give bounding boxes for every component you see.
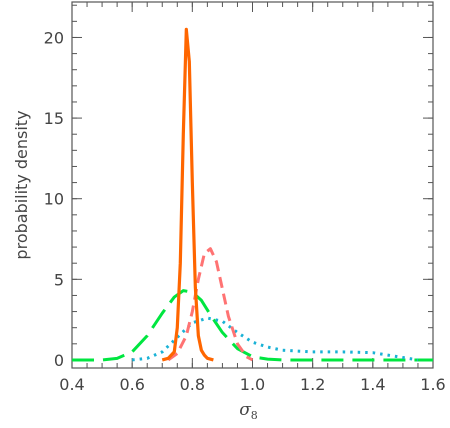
x-axis-title: σ8 <box>239 400 258 422</box>
series-curve-0 <box>72 289 433 362</box>
x-axis-title-symbol: σ <box>239 400 251 420</box>
series-curve-3 <box>161 27 214 362</box>
y-axis-title: probability density <box>12 110 31 259</box>
x-tick-label: 0.8 <box>180 375 205 394</box>
plot-frame <box>71 1 434 369</box>
y-tick-label: 15 <box>44 109 64 128</box>
x-tick-label: 0.6 <box>119 375 144 394</box>
x-axis-title-subscript: 8 <box>251 409 258 422</box>
x-tick-label: 1.2 <box>300 375 325 394</box>
curves <box>72 27 433 362</box>
axes <box>71 1 434 369</box>
y-tick-label: 5 <box>54 270 64 289</box>
x-tick-label: 0.4 <box>59 375 84 394</box>
y-tick-label: 20 <box>44 28 64 47</box>
y-tick-label: 0 <box>54 351 64 370</box>
y-tick-label: 10 <box>44 190 64 209</box>
x-tick-label: 1.4 <box>360 375 385 394</box>
x-tick-label: 1.0 <box>240 375 265 394</box>
labels: 0.4 0.6 0.8 1.0 1.2 1.4 1.6 0 5 10 15 20 probability… <box>12 28 446 422</box>
series-curve-2 <box>167 247 254 362</box>
x-tick-label: 1.6 <box>420 375 445 394</box>
